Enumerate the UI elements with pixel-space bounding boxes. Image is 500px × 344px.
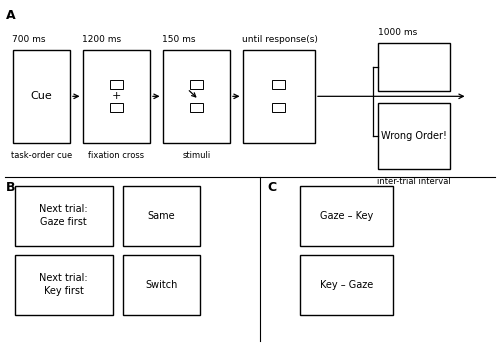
Text: until response(s): until response(s) <box>242 35 318 44</box>
Text: +: + <box>112 91 121 101</box>
Text: Gaze – Key: Gaze – Key <box>320 211 373 221</box>
Text: Wrong Order!: Wrong Order! <box>381 131 446 141</box>
Bar <box>122 186 200 246</box>
Text: stimuli: stimuli <box>182 151 210 160</box>
Bar <box>15 186 112 246</box>
Bar <box>190 80 203 89</box>
Text: fixation cross: fixation cross <box>88 151 144 160</box>
Bar <box>272 80 285 89</box>
Bar <box>300 186 392 246</box>
Text: Same: Same <box>148 211 175 221</box>
Bar <box>12 50 70 143</box>
Bar <box>300 255 392 315</box>
Text: task-order cue: task-order cue <box>10 151 72 160</box>
Bar <box>242 50 315 143</box>
Text: 700 ms: 700 ms <box>12 35 46 44</box>
Bar <box>110 80 123 89</box>
Bar <box>162 50 230 143</box>
Bar <box>378 103 450 169</box>
Bar <box>190 103 203 112</box>
Text: C: C <box>268 181 276 194</box>
Text: Next trial:
Gaze first: Next trial: Gaze first <box>40 204 88 227</box>
Text: 1200 ms: 1200 ms <box>82 35 122 44</box>
Text: 1000 ms: 1000 ms <box>378 28 417 37</box>
Text: Cue: Cue <box>30 91 52 101</box>
Text: A: A <box>6 9 16 22</box>
Text: Switch: Switch <box>145 280 178 290</box>
Text: 150 ms: 150 ms <box>162 35 196 44</box>
Bar <box>272 103 285 112</box>
Bar <box>122 255 200 315</box>
Text: inter-trial interval: inter-trial interval <box>377 177 450 186</box>
Text: B: B <box>6 181 16 194</box>
Bar <box>378 43 450 91</box>
Text: Next trial:
Key first: Next trial: Key first <box>40 273 88 296</box>
Bar <box>110 103 123 112</box>
Text: Key – Gaze: Key – Gaze <box>320 280 373 290</box>
Bar <box>82 50 150 143</box>
Bar <box>15 255 112 315</box>
